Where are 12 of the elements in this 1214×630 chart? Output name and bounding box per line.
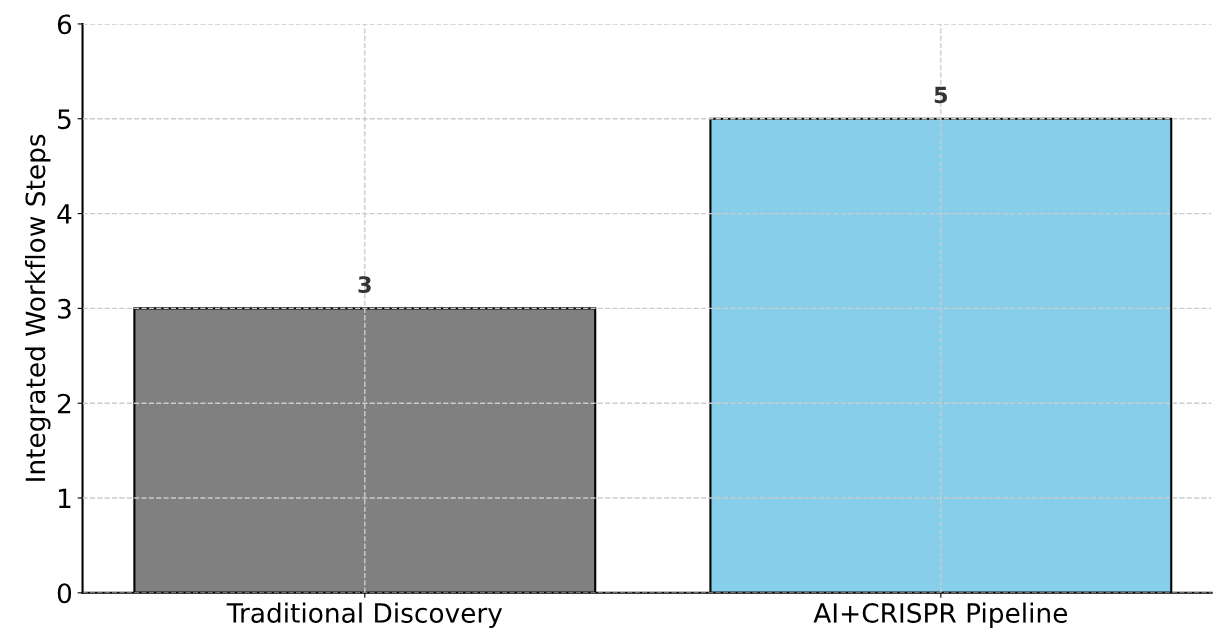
- y-tick-label: 5: [58, 109, 71, 130]
- x-tick-label: Traditional Discovery: [226, 602, 503, 629]
- x-tick-label: AI+CRISPR Pipeline: [813, 602, 1067, 629]
- y-axis-title: Integrated Workflow Steps: [24, 134, 51, 481]
- y-tick-label: 3: [58, 298, 71, 319]
- y-tick-label: 0: [57, 583, 72, 604]
- y-tick-label: 4: [57, 204, 72, 224]
- y-tick-label: 2: [57, 393, 71, 414]
- data-label: 5: [934, 86, 948, 104]
- y-tick-label: 6: [57, 14, 72, 35]
- y-tick-label: 1: [58, 488, 71, 509]
- data-label: 3: [358, 276, 371, 293]
